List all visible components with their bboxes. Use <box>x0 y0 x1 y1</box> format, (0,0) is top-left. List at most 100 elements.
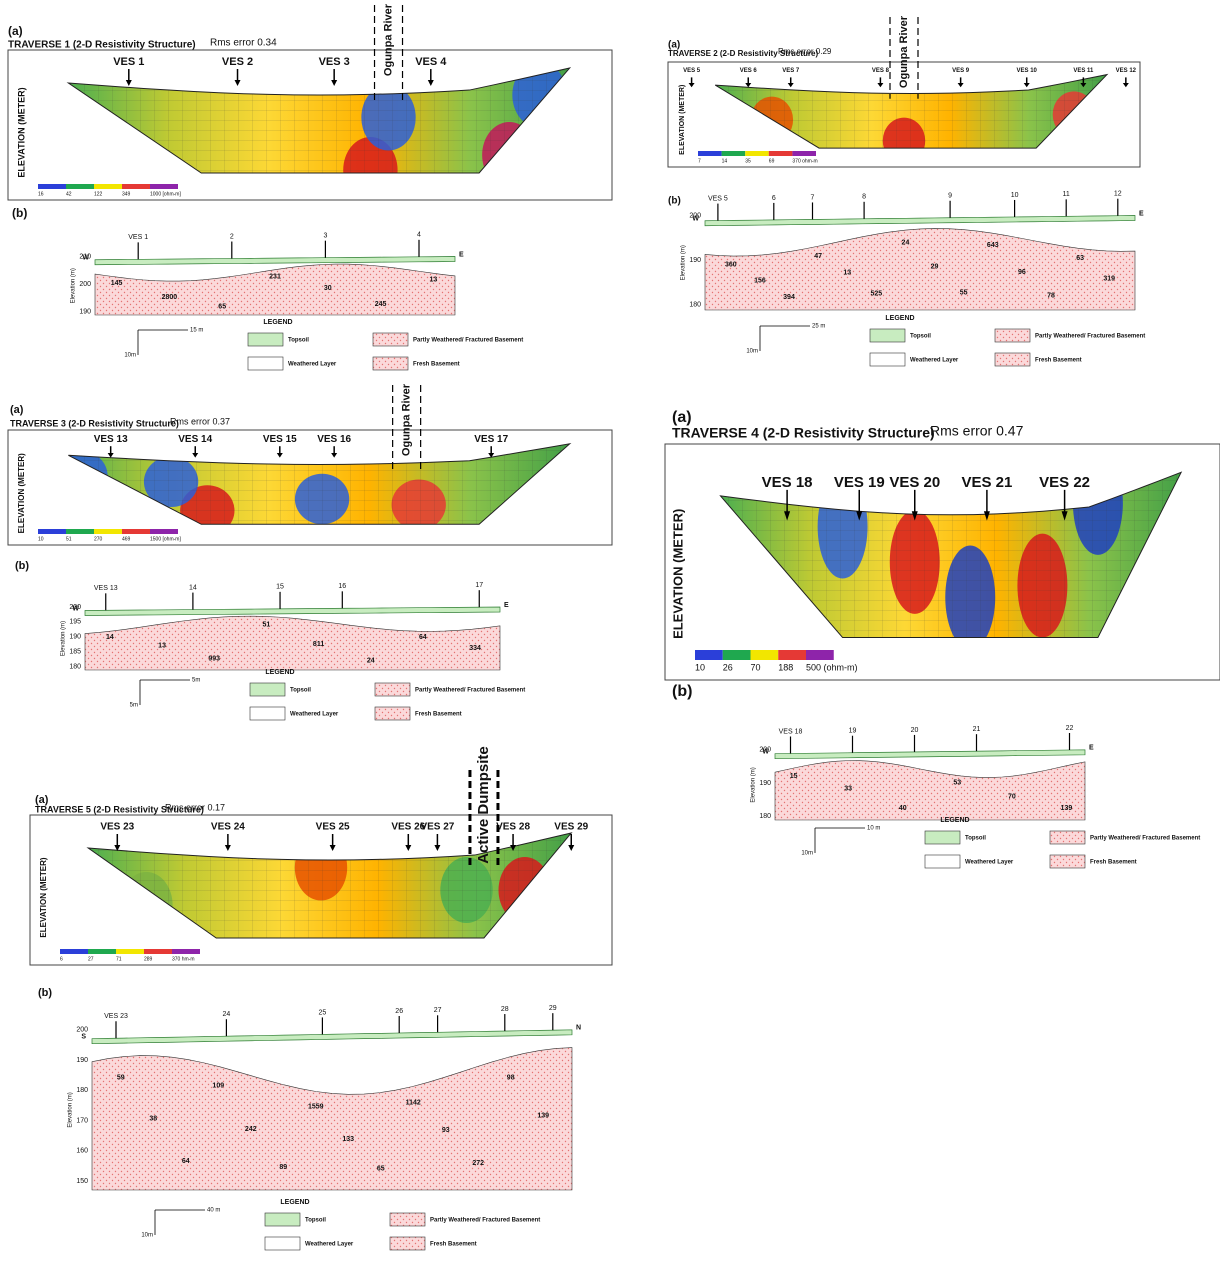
panel-label: (b) <box>38 987 52 999</box>
ves-arrowhead <box>434 845 441 851</box>
elev-axis-label: Elevation (m) <box>681 245 687 280</box>
colorbar-swatch <box>778 650 806 660</box>
layer-value: 33 <box>844 785 852 792</box>
layer-value: 24 <box>902 239 910 246</box>
colorbar-swatch <box>60 949 88 954</box>
legend-title: LEGEND <box>885 315 914 322</box>
colorbar-swatch <box>806 650 834 660</box>
elev-tick: 200 <box>759 747 771 754</box>
legend-swatch <box>924 854 961 869</box>
legend-label: Weathered Layer <box>288 362 337 368</box>
elev-tick: 180 <box>759 813 771 820</box>
layer-value: 14 <box>106 634 114 641</box>
legend-label: Topsoil <box>290 688 311 694</box>
section-ves: 24 <box>223 1011 231 1018</box>
elev-tick: 160 <box>76 1148 88 1155</box>
scale-label: 25 m <box>812 324 825 330</box>
section-ves: 21 <box>973 726 981 733</box>
ves-label: VES 3 <box>319 56 350 68</box>
section-ves: 17 <box>475 582 483 589</box>
ves-label: VES 19 <box>834 474 885 491</box>
colorbar-label: 1000 [ohm-m] <box>150 191 181 197</box>
ves-label: VES 16 <box>317 434 351 445</box>
direction: E <box>459 251 464 258</box>
elev-axis-label: Elevation (m) <box>68 1092 74 1127</box>
layer-value: 78 <box>1047 292 1055 299</box>
scale-label: 10m <box>141 1233 153 1239</box>
scale-label: 10m <box>746 349 758 355</box>
layer-value: 139 <box>1061 805 1073 812</box>
layer-value: 15 <box>790 773 798 780</box>
scale-label: 5m <box>130 703 138 709</box>
layer-value: 319 <box>1103 276 1115 283</box>
elev-tick: 200 <box>79 281 91 288</box>
legend-swatch <box>994 352 1031 367</box>
legend-swatch <box>924 830 961 845</box>
layer-value: 89 <box>279 1164 287 1171</box>
panel-label: (a) <box>668 40 680 51</box>
layer-value: 525 <box>870 290 882 297</box>
ves-arrowhead <box>688 83 695 88</box>
elev-tick: 150 <box>76 1178 88 1185</box>
colorbar-label: 188 <box>778 662 793 672</box>
elev-tick: 190 <box>79 309 91 316</box>
section-ves: 12 <box>1114 191 1122 198</box>
y-axis-label: ELEVATION (METER) <box>39 857 48 937</box>
layer-value: 13 <box>843 270 851 277</box>
layer-value: 40 <box>899 805 907 812</box>
scale-label: 15 m <box>190 328 203 334</box>
direction: W <box>82 255 89 262</box>
elev-tick: 200 <box>689 212 701 219</box>
layer-value: 156 <box>754 278 766 285</box>
feature-label: Ogunpa River <box>898 15 910 88</box>
elev-tick: 180 <box>689 302 701 309</box>
topsoil <box>84 606 501 616</box>
legend-label: Fresh Basement <box>1090 860 1137 866</box>
layer-value: 70 <box>1008 794 1016 801</box>
colorbar-label: 10 <box>695 662 705 672</box>
ves-arrowhead <box>957 83 964 88</box>
elev-tick: 185 <box>69 648 81 655</box>
ves-arrowhead <box>1061 511 1068 521</box>
legend-label: Fresh Basement <box>430 1242 477 1248</box>
legend-swatch <box>249 706 286 721</box>
layer-value: 64 <box>419 634 427 641</box>
direction: W <box>692 216 699 223</box>
direction: S <box>81 1034 86 1041</box>
traverse-title: TRAVERSE 4 (2-D Resistivity Structure) <box>672 425 935 441</box>
ves-label: VES 13 <box>94 434 128 445</box>
layer-value: 394 <box>783 294 795 301</box>
colorbar-label: 69 <box>769 158 775 164</box>
colorbar-label: 70 <box>751 662 761 672</box>
colorbar-swatch <box>172 949 200 954</box>
section-ves: 11 <box>1063 191 1070 198</box>
ves-label: VES 22 <box>1039 474 1090 491</box>
traverse-title: TRAVERSE 5 (2-D Resistivity Structure) <box>35 804 204 814</box>
legend-label: Weathered Layer <box>290 712 339 718</box>
basement <box>774 760 1086 821</box>
rms-error: Rms error 0.17 <box>165 802 225 812</box>
ves-arrowhead <box>331 453 338 458</box>
ves-label: VES 24 <box>211 822 245 833</box>
section-ves: VES 5 <box>708 195 728 202</box>
y-axis-label: ELEVATION (METER) <box>670 509 685 639</box>
elev-axis-label: Elevation (m) <box>61 621 67 656</box>
section-ves: 22 <box>1066 725 1074 732</box>
section-ves: VES 1 <box>128 234 148 241</box>
legend-swatch <box>374 682 411 697</box>
ves-label: VES 4 <box>415 56 447 68</box>
colorbar-label: 27 <box>88 956 94 962</box>
ves-arrowhead <box>983 511 990 521</box>
legend-swatch <box>264 1236 301 1251</box>
ves-label: VES 28 <box>496 822 530 833</box>
scale-label: 10m <box>124 353 136 359</box>
section-ves: VES 23 <box>104 1013 128 1020</box>
colorbar-label: 35 <box>745 158 751 164</box>
section-ves: 26 <box>395 1008 403 1015</box>
elev-tick: 195 <box>69 619 81 626</box>
ves-label: VES 26 <box>391 822 425 833</box>
colorbar-swatch <box>38 529 66 534</box>
rms-error: Rms error 0.47 <box>930 423 1024 439</box>
y-axis-label: ELEVATION (METER) <box>17 453 26 533</box>
layer-value: 231 <box>269 274 281 281</box>
